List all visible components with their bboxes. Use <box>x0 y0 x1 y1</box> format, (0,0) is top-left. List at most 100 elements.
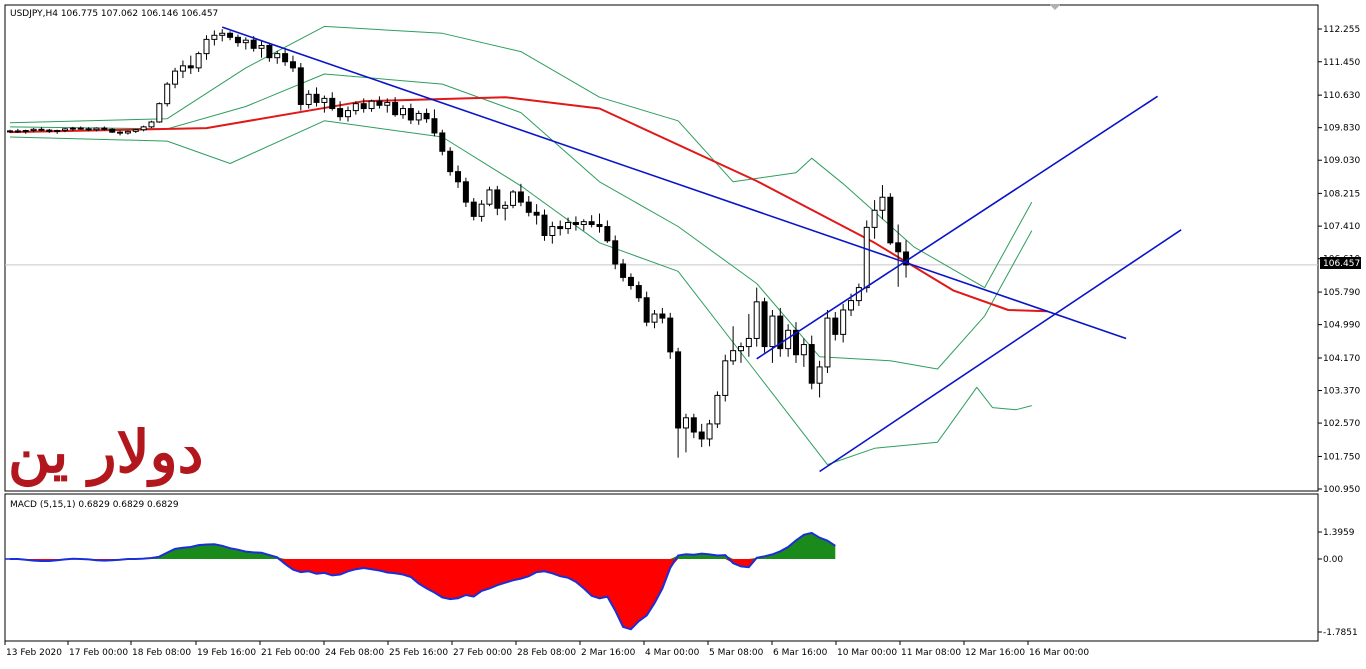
candle-bullish <box>211 34 218 40</box>
candle-bullish <box>305 93 312 105</box>
candle-bullish <box>730 350 737 362</box>
candle-bullish <box>219 32 226 36</box>
candle-bullish <box>824 317 831 368</box>
candle-bearish <box>407 108 414 121</box>
candle-bearish <box>667 317 674 353</box>
candle-bearish <box>77 127 84 130</box>
candle-bearish <box>832 317 839 335</box>
candle-bullish <box>274 53 281 59</box>
x-tick-label: 5 Mar 08:00 <box>709 648 764 658</box>
candle-bearish <box>533 211 540 216</box>
x-tick-label: 12 Mar 16:00 <box>965 648 1025 658</box>
candle-bearish <box>109 128 116 133</box>
candle-bearish <box>447 150 454 173</box>
candle-bullish <box>352 103 359 112</box>
trendline-3[interactable] <box>819 229 1182 473</box>
candle-bearish <box>572 221 579 226</box>
trendline-2[interactable] <box>756 95 1158 360</box>
candle-bullish <box>203 38 210 55</box>
macd-tick-label: 0.00 <box>1323 555 1343 565</box>
candle-bullish <box>368 100 375 110</box>
candle-bearish <box>895 242 902 253</box>
candle-bullish <box>179 65 186 72</box>
x-tick-label: 19 Feb 16:00 <box>197 648 256 658</box>
candle-bullish <box>22 130 29 133</box>
candle-bullish <box>478 203 485 217</box>
candle-bullish <box>706 423 713 440</box>
candle-bearish <box>297 67 304 105</box>
bollinger-upper-line <box>9 25 1033 289</box>
candle-bullish <box>502 204 509 209</box>
candle-bullish <box>148 121 155 128</box>
moving-average-line <box>9 96 1048 313</box>
candle-bullish <box>258 44 265 49</box>
candle-bullish <box>565 221 572 230</box>
candle-bearish <box>612 240 619 265</box>
candle-bullish <box>172 70 179 85</box>
candle-bullish <box>242 39 249 44</box>
candle-bearish <box>289 61 296 69</box>
candle-bullish <box>54 130 61 133</box>
candle-bearish <box>392 101 399 116</box>
candle-bullish <box>737 346 744 352</box>
candle-bearish <box>455 171 462 183</box>
candle-bullish <box>871 209 878 228</box>
y-tick-label: 101.750 <box>1323 452 1360 462</box>
current-price-marker: 106.457 <box>1320 257 1361 269</box>
candle-bearish <box>494 189 501 209</box>
trendline-1[interactable] <box>221 26 1127 340</box>
candle-bearish <box>635 285 642 299</box>
candle-bullish <box>855 287 862 302</box>
candle-bullish <box>651 313 658 323</box>
macd-tick-label: -1.7851 <box>1323 628 1358 638</box>
candle-bullish <box>486 189 493 205</box>
chart-shift-marker[interactable] <box>1049 4 1061 10</box>
candle-bearish <box>266 44 273 59</box>
candle-bearish <box>38 128 45 131</box>
candle-bearish <box>659 313 666 319</box>
candle-bullish <box>753 301 760 339</box>
candle-bearish <box>282 53 289 63</box>
candle-bullish <box>195 53 202 69</box>
bollinger-lower-line <box>9 120 1032 466</box>
candle-bullish <box>140 126 147 131</box>
y-tick-label: 111.450 <box>1323 58 1360 68</box>
candle-bearish <box>604 226 611 242</box>
x-tick-label: 2 Mar 16:00 <box>581 648 636 658</box>
candle-bearish <box>596 224 603 228</box>
candle-bullish <box>7 130 13 133</box>
y-tick-label: 108.215 <box>1323 189 1360 199</box>
candle-bearish <box>588 221 595 226</box>
y-tick-label: 107.410 <box>1323 222 1360 232</box>
candle-bearish <box>14 130 21 133</box>
y-tick-label: 109.830 <box>1323 124 1360 134</box>
candle-bearish <box>431 118 438 134</box>
candle-bearish <box>313 93 320 103</box>
candle-bearish <box>101 127 108 130</box>
candle-bearish <box>423 112 430 120</box>
candle-bearish <box>234 36 241 44</box>
macd-frame <box>4 493 1319 642</box>
main-plot-frame <box>4 4 1319 492</box>
x-tick-label: 16 Mar 00:00 <box>1029 648 1089 658</box>
candle-bearish <box>250 39 257 49</box>
candle-bearish <box>337 108 344 118</box>
candle-bearish <box>187 65 194 69</box>
time-axis: 13 Feb 2020 17 Feb 00:00 18 Feb 08:00 19 Fe… <box>4 641 1089 658</box>
y-tick-label: 103.370 <box>1323 387 1360 397</box>
x-tick-label: 11 Mar 08:00 <box>901 648 961 658</box>
candle-bullish <box>840 309 847 335</box>
macd-y-axis: 1.3959 0.00 -1.7851 <box>1318 528 1358 638</box>
candle-bearish <box>117 131 124 134</box>
candle-bullish <box>722 360 729 396</box>
y-tick-label: 104.170 <box>1323 354 1360 364</box>
macd-title: MACD (5,15,1) 0.6829 0.6829 0.6829 <box>10 500 179 510</box>
x-tick-label: 24 Feb 08:00 <box>325 648 384 658</box>
candle-bullish <box>549 226 556 237</box>
macd-positive-area <box>10 532 836 559</box>
candle-bullish <box>62 128 69 132</box>
macd-negative-area <box>10 559 836 630</box>
candle-bearish <box>439 132 446 152</box>
